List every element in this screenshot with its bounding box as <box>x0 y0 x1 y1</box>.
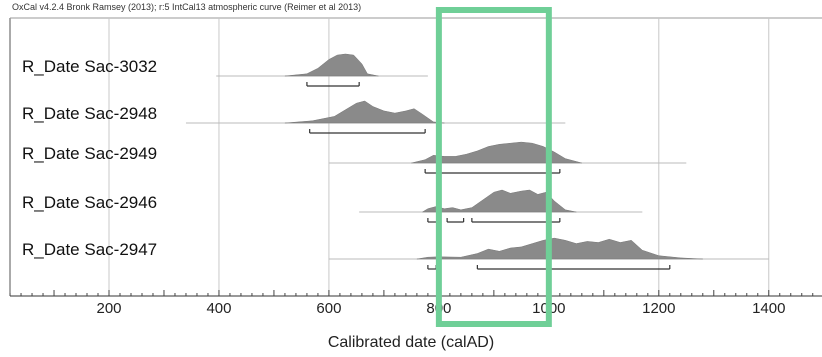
chart-header: OxCal v4.2.4 Bronk Ramsey (2013); r:5 In… <box>12 2 362 12</box>
density-area-r-date-sac-2947 <box>416 237 703 260</box>
highlight-rect <box>435 7 552 327</box>
density-area-r-date-sac-2946 <box>421 189 577 213</box>
hpd-bracket-r-date-sac-2949-0 <box>424 169 561 174</box>
hpd-bracket-r-date-sac-2946-1 <box>446 218 465 223</box>
x-tick-label-600: 600 <box>316 300 341 317</box>
series-label-r-date-sac-2947: R_Date Sac-2947 <box>22 240 157 259</box>
hpd-bracket-r-date-sac-2946-2 <box>471 218 561 223</box>
highlight-box <box>435 7 552 327</box>
x-axis: 200 400 600 800 1000 1200 1400 <box>9 290 822 317</box>
series-label-r-date-sac-2949: R_Date Sac-2949 <box>22 144 157 163</box>
series-label-r-date-sac-2948: R_Date Sac-2948 <box>22 104 157 123</box>
series-label-r-date-sac-2946: R_Date Sac-2946 <box>22 193 157 212</box>
hpd-bracket-r-date-sac-2947-1 <box>476 265 671 270</box>
x-tick-label-1200: 1200 <box>642 300 675 317</box>
hpd-bracket-r-date-sac-2947-0 <box>427 265 437 270</box>
series-labels: R_Date Sac-3032 R_Date Sac-2948 R_Date Sac… <box>22 57 157 259</box>
hpd-brackets <box>306 82 671 270</box>
hpd-bracket-r-date-sac-3032-0 <box>306 82 360 87</box>
density-area-r-date-sac-3032 <box>284 53 379 77</box>
x-axis-title: Calibrated date (calAD) <box>327 334 495 351</box>
series-label-r-date-sac-3032: R_Date Sac-3032 <box>22 57 157 76</box>
likelihood-lines <box>185 75 769 260</box>
hpd-bracket-r-date-sac-2948-0 <box>309 129 426 134</box>
x-tick-label-200: 200 <box>96 300 121 317</box>
x-tick-label-400: 400 <box>206 300 231 317</box>
density-area-r-date-sac-2948 <box>284 100 445 124</box>
density-areas <box>284 53 703 260</box>
x-tick-label-1400: 1400 <box>752 300 785 317</box>
